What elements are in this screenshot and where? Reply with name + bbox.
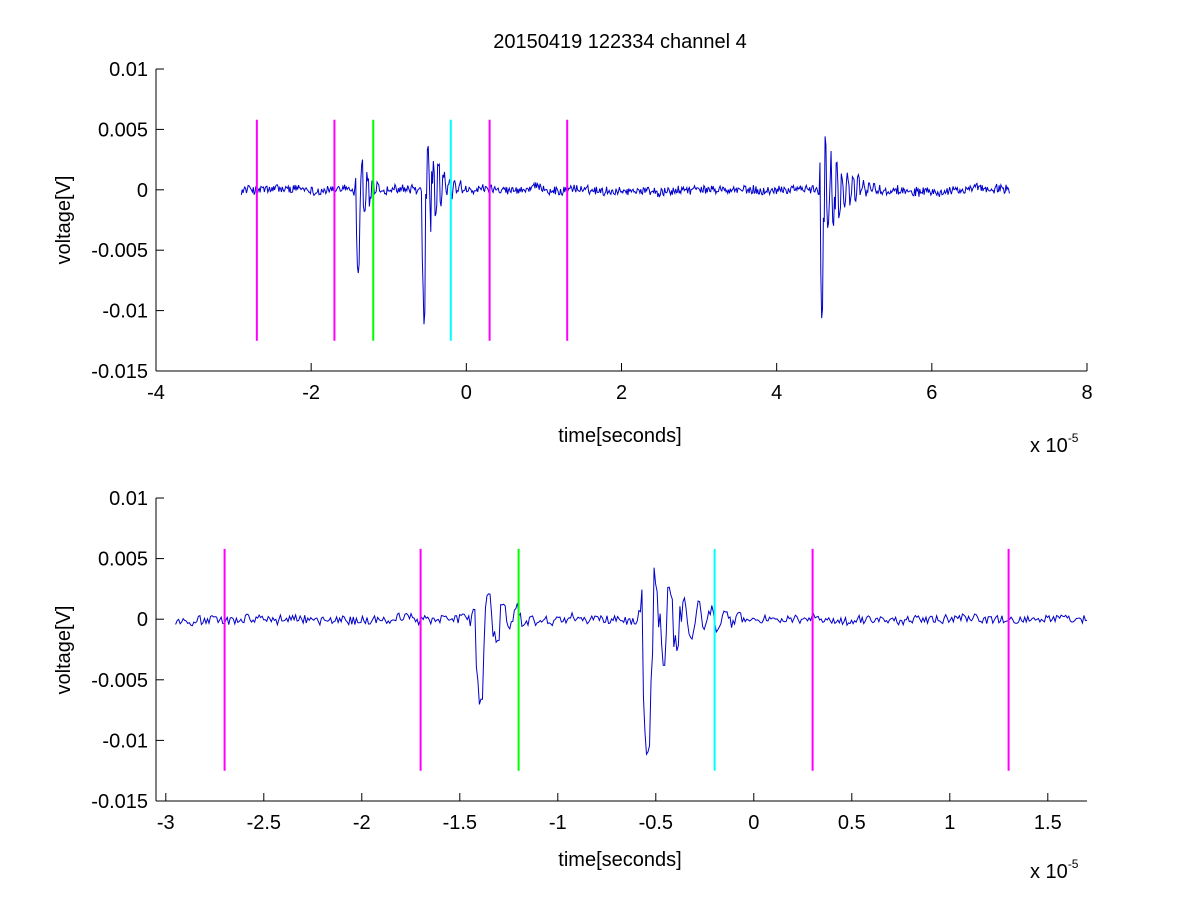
top-plot: -4 -2 0 2 4 6 8 -0.015 -0.01 -0.005 0 0.005 0.01 tim… bbox=[53, 59, 1093, 457]
top-plot-x-tick-label: -2 bbox=[302, 382, 320, 404]
bottom-plot-x-exponent: x 10-5 bbox=[1030, 857, 1079, 883]
bottom-plot-x-tick-label: -1.5 bbox=[443, 812, 477, 834]
bottom-plot-marks bbox=[175, 548, 1088, 771]
bottom-plot-y-tick-label: -0.015 bbox=[91, 791, 148, 813]
top-plot-x-exponent-base: x 10 bbox=[1030, 435, 1068, 457]
top-plot-x-exponent-power: -5 bbox=[1068, 431, 1079, 445]
bottom-plot-y-tick-label: 0.01 bbox=[109, 488, 148, 510]
top-plot-x-tick-label: -4 bbox=[147, 382, 165, 404]
bottom-plot-ylabel: voltage[V] bbox=[53, 606, 75, 695]
top-plot-signal-line bbox=[240, 136, 1010, 325]
bottom-plot-axes-box bbox=[156, 498, 1087, 801]
top-plot-y-tick-label: -0.01 bbox=[102, 301, 148, 323]
top-plot-x-tick-label: 2 bbox=[616, 382, 627, 404]
bottom-plot-x-tick-label: -2 bbox=[353, 812, 371, 834]
bottom-plot-y-tick-label: 0.005 bbox=[98, 549, 148, 571]
top-plot-y-tick-label: 0.005 bbox=[98, 119, 148, 141]
top-plot-marks bbox=[240, 119, 1010, 341]
top-plot-ylabel: voltage[V] bbox=[53, 176, 75, 265]
bottom-plot-x-tick-label: -0.5 bbox=[639, 812, 673, 834]
bottom-plot-y-tick-label: 0 bbox=[137, 609, 148, 631]
bottom-plot: -3 -2.5 -2 -1.5 -1 -0.5 0 0.5 1 1.5 -0.015 -0.01 -0.… bbox=[53, 488, 1088, 883]
top-plot-x-exponent: x 10-5 bbox=[1030, 431, 1079, 457]
top-plot-y-tick-label: 0 bbox=[137, 180, 148, 202]
top-plot-x-tick-label: 0 bbox=[461, 382, 472, 404]
bottom-plot-signal-line bbox=[175, 567, 1088, 756]
top-plot-y-tick-label: 0.01 bbox=[109, 59, 148, 81]
top-plot-y-tick-label: -0.015 bbox=[91, 361, 148, 383]
bottom-plot-x-tick-label: -2.5 bbox=[247, 812, 281, 834]
bottom-plot-x-exponent-power: -5 bbox=[1068, 857, 1079, 871]
bottom-plot-x-tick-label: 0.5 bbox=[838, 812, 866, 834]
bottom-plot-xlabel: time[seconds] bbox=[558, 849, 681, 871]
bottom-plot-x-tick-label: 1 bbox=[944, 812, 955, 834]
bottom-plot-x-tick-label: 1.5 bbox=[1034, 812, 1062, 834]
top-plot-axes: -4 -2 0 2 4 6 8 -0.015 -0.01 -0.005 0 0.005 0.01 bbox=[91, 59, 1092, 404]
bottom-plot-y-tick-label: -0.01 bbox=[102, 730, 148, 752]
top-plot-x-tick-label: 8 bbox=[1081, 382, 1092, 404]
top-plot-axes-box bbox=[156, 69, 1087, 371]
top-plot-y-tick-label: -0.005 bbox=[91, 240, 148, 262]
bottom-plot-axes: -3 -2.5 -2 -1.5 -1 -0.5 0 0.5 1 1.5 -0.015 -0.01 -0.… bbox=[91, 488, 1087, 834]
top-plot-xlabel: time[seconds] bbox=[558, 425, 681, 447]
figure-title: 20150419 122334 channel 4 bbox=[493, 31, 747, 53]
bottom-plot-x-tick-label: -3 bbox=[157, 812, 175, 834]
bottom-plot-x-exponent-base: x 10 bbox=[1030, 861, 1068, 883]
top-plot-x-tick-label: 6 bbox=[926, 382, 937, 404]
top-plot-x-tick-label: 4 bbox=[771, 382, 782, 404]
bottom-plot-x-tick-label: -1 bbox=[549, 812, 567, 834]
bottom-plot-x-tick-label: 0 bbox=[748, 812, 759, 834]
bottom-plot-y-tick-label: -0.005 bbox=[91, 670, 148, 692]
